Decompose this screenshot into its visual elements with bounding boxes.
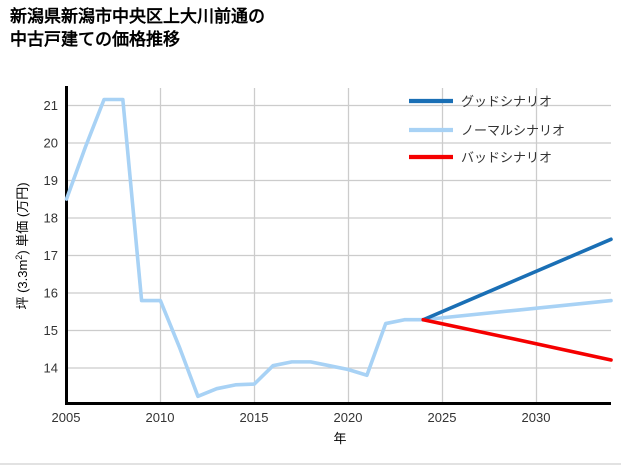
y-tick-label-20: 20 <box>44 136 58 151</box>
y-tick-label-17: 17 <box>44 248 58 263</box>
y-tick-label-18: 18 <box>44 211 58 226</box>
chart-title-line-1: 新潟県新潟市中央区上大川前通の <box>10 7 265 26</box>
x-tick-labels: 2005 2010 2015 2020 2025 2030 <box>52 410 551 425</box>
x-axis-title: 年 <box>333 431 346 446</box>
legend-label-good-scenario: グッドシナリオ <box>461 94 552 109</box>
y-tick-label-15: 15 <box>44 323 58 338</box>
y-tick-label-19: 19 <box>44 173 58 188</box>
series-line-バッドシナリオ <box>421 317 613 362</box>
x-tick-label-2025: 2025 <box>428 410 457 425</box>
y-tick-labels: 21 20 19 18 17 16 15 14 <box>44 98 58 376</box>
y-tick-label-16: 16 <box>44 286 58 301</box>
y-axis-title-main: 坪 (3.3m <box>15 260 30 310</box>
y-tick-label-21: 21 <box>44 98 58 113</box>
plot-background <box>66 88 611 370</box>
legend-label-normal-scenario: ノーマルシナリオ <box>461 123 565 138</box>
legend-label-bad-scenario: バッドシナリオ <box>461 150 552 165</box>
series-line-ノーマルシナリオ <box>64 97 613 399</box>
bottom-divider <box>0 463 621 465</box>
y-axis-title: 坪 (3.3m2) 単価 (万円) <box>14 182 30 309</box>
x-tick-label-2005: 2005 <box>52 410 81 425</box>
y-axis-title-tail: ) 単価 (万円) <box>15 182 30 254</box>
chart-title-line-2: 中古戸建ての価格推移 <box>10 29 180 49</box>
series-line-グッドシナリオ <box>421 237 613 322</box>
chart-legend: グッドシナリオ ノーマルシナリオ バッドシナリオ <box>409 94 565 165</box>
x-tick-label-2020: 2020 <box>334 410 363 425</box>
x-tick-label-2015: 2015 <box>240 410 269 425</box>
y-axis-title-superscript: 2 <box>14 255 24 260</box>
x-tick-label-2010: 2010 <box>146 410 175 425</box>
x-tick-label-2030: 2030 <box>522 410 551 425</box>
data-series-layer <box>64 97 613 399</box>
y-tick-label-14: 14 <box>44 361 58 376</box>
chart-title: 新潟県新潟市中央区上大川前通の 中古戸建ての価格推移 <box>10 6 470 52</box>
